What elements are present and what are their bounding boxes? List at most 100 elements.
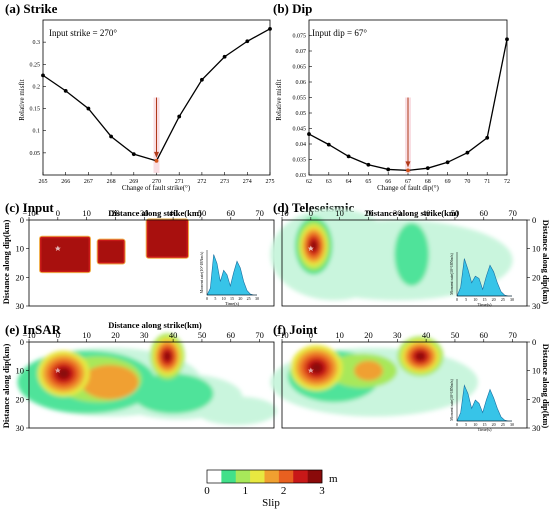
slip-low [196,396,277,426]
misfit-point [86,106,91,111]
strike-misfit-chart: Input strike = 270° Change of fault stri… [18,19,275,192]
input-arrow-head [154,151,159,158]
panel-title-f: (f) Joint [273,322,318,337]
inset-tick-label: 20 [492,422,496,427]
x-tick-label: 275 [266,179,275,185]
x-tick-label: 267 [84,179,93,185]
misfit-point [485,135,490,140]
y-tick-label: 0 [532,337,536,347]
x-tick-label: 67 [405,179,411,185]
map-frame [281,341,528,429]
y-tick-label: 30 [532,301,541,311]
slip-high [80,364,139,400]
inset-ylabel: Moment rate(10^18Nm/s) [449,252,454,294]
x-tick-label: 0 [309,208,313,218]
inset-xlabel: Time(s) [477,302,492,307]
y-tick-label: 0 [20,215,24,225]
x-tick-label: 0 [56,208,60,218]
inset-tick-label: 10 [473,422,477,427]
x-tick-label: 70 [508,208,517,218]
y-tick-label: 10 [532,244,541,254]
inset-tick-label: 0 [456,422,458,427]
y-tick-label: 10 [16,366,25,376]
x-tick-label: 40 [422,330,431,340]
slip-patch [99,241,124,262]
y-tick-label: 10 [532,366,541,376]
x-tick-label: 30 [140,330,149,340]
misfit-point [386,167,391,172]
dip-annotation: Input dip = 67° [312,28,367,38]
slip-patch [148,221,187,257]
y-tick-label: 20 [532,272,541,282]
y-tick-label: 0.065 [293,65,307,71]
x-tick-label: 20 [364,208,373,218]
x-tick-label: 20 [111,330,120,340]
x-tick-label: 66 [385,179,391,185]
panel-title-a: (a) Strike [5,1,58,16]
x-tick-label: 70 [255,330,264,340]
slip-asperity [163,351,171,362]
inset-ylabel: Moment rate(10^18Nm/s) [199,251,204,293]
y-tick-label: 0.1 [33,129,41,135]
strike-annotation: Input strike = 270° [49,28,117,38]
inset-ylabel: Moment rate(10^18Nm/s) [449,378,454,420]
y-tick-label: 0 [20,337,24,347]
slip-field [270,208,513,301]
y-tick-label: 0 [532,215,536,225]
y-tick-label: 20 [16,272,25,282]
map-c-xlabel: Distance along strike(km) [108,208,202,218]
x-tick-label: −10 [22,330,35,340]
moment-rate-area [456,258,512,297]
y-tick-label: 0.07 [296,49,307,55]
dip-misfit-chart: Input dip = 67° Change of fault dip(°) R… [275,19,510,192]
y-tick-label: 20 [16,394,25,404]
x-tick-label: 30 [393,330,402,340]
y-tick-label: 0.3 [33,40,41,46]
inset-tick-label: 0 [456,297,458,302]
inset-tick-label: 10 [473,297,477,302]
x-tick-label: 20 [111,208,120,218]
inset-tick-label: 25 [247,296,251,301]
slip-field [270,336,478,417]
map-c-ylabel: Distance along dip(km) [1,220,11,305]
x-tick-label: 270 [152,179,161,185]
misfit-point [245,39,250,44]
slip-colorbar: m Slip 0 1 2 3 [204,469,338,509]
colorbar-swatch [250,470,265,483]
x-tick-label: 60 [480,330,489,340]
x-tick-label: 10 [335,208,344,218]
x-tick-label: 70 [255,208,264,218]
slip-map-joint: Distance along dip(km) −10 0 10 20 30 40 50 60 7… [270,330,550,433]
misfit-point [63,88,68,93]
colorbar-swatch [307,470,323,483]
misfit-point [307,132,311,136]
hypocenter-star [307,245,314,251]
x-tick-label: 68 [425,179,431,185]
inset-tick-label: 15 [230,296,234,301]
hypocenter-star [307,367,314,373]
hypocenter-star [54,367,61,373]
y-tick-label: 0.15 [30,107,41,113]
x-tick-label: 50 [198,330,207,340]
misfit-point [268,26,272,31]
colorbar-unit: m [329,473,338,485]
slip-asperity [415,352,426,361]
inset-tick-label: 5 [465,297,467,302]
map-d-xlabel: Distance along strike(km) [365,208,459,218]
x-tick-label: −10 [275,208,288,218]
strike-xlabel: Change of fault strike(°) [122,184,191,192]
slip-mid [132,373,214,414]
x-tick-label: 40 [169,208,178,218]
misfit-point [505,37,509,42]
x-tick-label: 273 [220,179,229,185]
x-tick-label: 71 [484,179,490,185]
misfit-point [177,114,182,119]
slip-asperity [57,367,70,380]
map-d-ylabel: Distance along dip(km) [541,220,550,305]
y-tick-label: 0.06 [296,80,307,86]
x-tick-label: 65 [365,179,371,185]
y-tick-label: 0.075 [293,34,307,40]
x-tick-label: 269 [129,179,138,185]
misfit-point [445,160,450,165]
